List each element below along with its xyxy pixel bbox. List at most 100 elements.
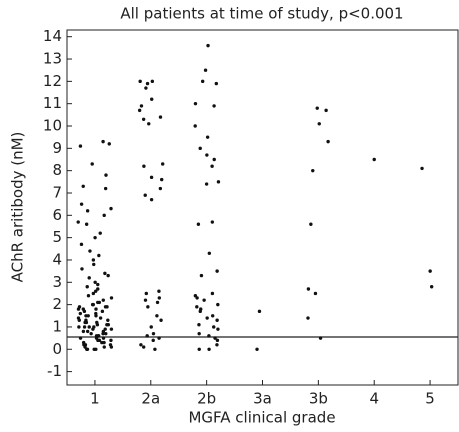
- data-point: [79, 202, 84, 206]
- data-point: [157, 289, 161, 293]
- y-tick-label: 12: [43, 72, 62, 90]
- data-point: [109, 338, 113, 343]
- data-point: [139, 104, 144, 108]
- data-point: [82, 309, 87, 314]
- data-point: [205, 316, 209, 320]
- data-point: [94, 347, 98, 351]
- x-tick-label: 1: [90, 390, 100, 408]
- data-point: [94, 314, 98, 318]
- data-point: [145, 334, 149, 338]
- data-point: [150, 79, 155, 84]
- data-point: [101, 331, 105, 336]
- data-point: [138, 79, 142, 84]
- data-point: [159, 318, 163, 322]
- data-point: [82, 343, 86, 347]
- data-point: [149, 197, 154, 202]
- data-point: [137, 108, 142, 113]
- data-point: [86, 293, 91, 298]
- data-point: [83, 320, 87, 325]
- data-point: [306, 316, 310, 320]
- data-point: [155, 300, 160, 305]
- data-point: [139, 343, 143, 347]
- data-point: [195, 296, 199, 300]
- data-point: [107, 142, 111, 146]
- data-point: [144, 86, 148, 90]
- data-point: [81, 329, 86, 334]
- data-point: [372, 157, 376, 162]
- data-point: [324, 108, 328, 113]
- data-point: [87, 325, 91, 329]
- data-point: [215, 343, 219, 347]
- data-point: [145, 81, 150, 86]
- data-point: [96, 338, 100, 343]
- data-point: [94, 289, 98, 293]
- data-point: [215, 338, 220, 343]
- data-point: [76, 220, 80, 224]
- data-point: [91, 258, 96, 262]
- y-tick-label: 1: [52, 317, 62, 335]
- data-point: [90, 302, 95, 307]
- data-point: [428, 269, 432, 273]
- y-tick-label: 0: [52, 340, 62, 358]
- data-point: [157, 296, 162, 300]
- y-tick-label: 10: [43, 117, 62, 135]
- data-point: [215, 318, 219, 322]
- data-point: [216, 302, 220, 307]
- data-point: [98, 231, 102, 235]
- data-point: [94, 307, 98, 311]
- data-point: [203, 68, 208, 72]
- x-tick-label: 2a: [141, 390, 160, 408]
- data-point: [429, 285, 434, 289]
- data-point: [197, 331, 201, 336]
- data-point: [85, 209, 90, 213]
- data-point: [215, 269, 219, 273]
- data-point: [195, 305, 199, 309]
- data-point: [318, 336, 323, 340]
- data-point: [198, 309, 202, 314]
- data-point: [105, 323, 109, 327]
- data-point: [198, 146, 202, 151]
- data-point: [199, 273, 204, 278]
- y-tick-label: 9: [52, 139, 62, 157]
- data-point: [216, 327, 220, 331]
- data-point: [202, 298, 206, 302]
- y-tick-label: 4: [52, 250, 62, 268]
- data-point: [147, 122, 151, 126]
- x-tick-label: 3b: [309, 390, 328, 408]
- data-point: [100, 340, 104, 345]
- y-tick-label: 7: [52, 183, 62, 201]
- data-point: [212, 104, 216, 108]
- data-point: [143, 298, 148, 302]
- data-point: [78, 311, 83, 316]
- data-point: [150, 97, 154, 101]
- data-point: [97, 253, 101, 258]
- data-point: [96, 334, 101, 338]
- data-point: [109, 296, 114, 300]
- data-point: [90, 162, 94, 166]
- data-point: [78, 144, 83, 148]
- data-point: [151, 338, 155, 343]
- data-point: [196, 222, 201, 226]
- y-tick-label: 8: [52, 161, 62, 179]
- data-point: [205, 135, 210, 139]
- data-point: [102, 213, 106, 218]
- data-point: [207, 251, 212, 255]
- data-point: [93, 280, 97, 284]
- data-point: [216, 180, 221, 184]
- data-point: [149, 175, 154, 180]
- data-point: [151, 331, 156, 336]
- data-point: [158, 186, 163, 191]
- data-point: [210, 220, 215, 224]
- data-point: [97, 300, 102, 305]
- data-point: [144, 291, 149, 296]
- data-point: [78, 336, 83, 340]
- data-point: [210, 164, 214, 168]
- data-point: [92, 325, 96, 329]
- data-point: [193, 124, 197, 128]
- data-point: [309, 222, 313, 226]
- data-point: [101, 336, 106, 340]
- data-point: [86, 314, 90, 318]
- data-point: [210, 291, 215, 296]
- data-point: [103, 327, 107, 331]
